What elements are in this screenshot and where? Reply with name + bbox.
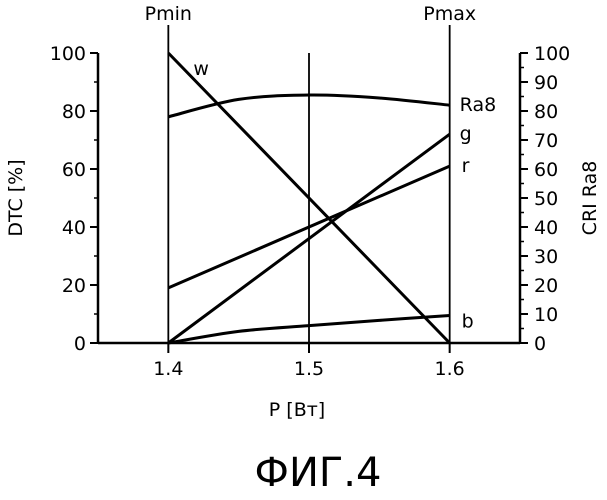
y-tick-label: 80 <box>62 101 86 123</box>
series-label-w: w <box>193 58 209 80</box>
figure-caption: ФИГ.4 <box>255 450 382 496</box>
series-label-r: r <box>462 155 470 177</box>
x-tick-label: 1.5 <box>294 358 324 380</box>
y2-tick-label: 10 <box>534 304 558 326</box>
y-tick-label: 40 <box>62 217 86 239</box>
y2-tick-label: 30 <box>534 246 558 268</box>
y2-tick-label: 40 <box>534 217 558 239</box>
y2-tick-label: 0 <box>534 333 546 355</box>
y-axis-title: DTC [%] <box>5 159 27 236</box>
y-tick-label: 0 <box>74 333 86 355</box>
series-label-ra8: Ra8 <box>460 94 497 116</box>
y2-tick-label: 90 <box>534 72 558 94</box>
x-tick-label: 1.4 <box>153 358 183 380</box>
y2-tick-label: 70 <box>534 130 558 152</box>
vertical-marker-label: Pmax <box>423 3 476 25</box>
vertical-marker-label: Pmin <box>145 3 192 25</box>
vertical-markers: Pmin Pmax <box>145 3 476 343</box>
x-axis-title: P [Вт] <box>269 399 325 421</box>
series-label-g: g <box>460 123 472 145</box>
y-tick-label: 60 <box>62 159 86 181</box>
y2-tick-label: 60 <box>534 159 558 181</box>
y2-axis-title: CRI Ra8 <box>579 161 601 236</box>
y2-tick-label: 20 <box>534 275 558 297</box>
y2-tick-label: 80 <box>534 101 558 123</box>
series-label-b: b <box>462 310 474 332</box>
x-tick-label: 1.6 <box>435 358 465 380</box>
y-tick-label: 20 <box>62 275 86 297</box>
y2-tick-label: 50 <box>534 188 558 210</box>
y2-tick-label: 100 <box>534 43 570 65</box>
series-lines: w Ra8 gr b <box>168 53 496 343</box>
y-tick-label: 100 <box>50 43 86 65</box>
